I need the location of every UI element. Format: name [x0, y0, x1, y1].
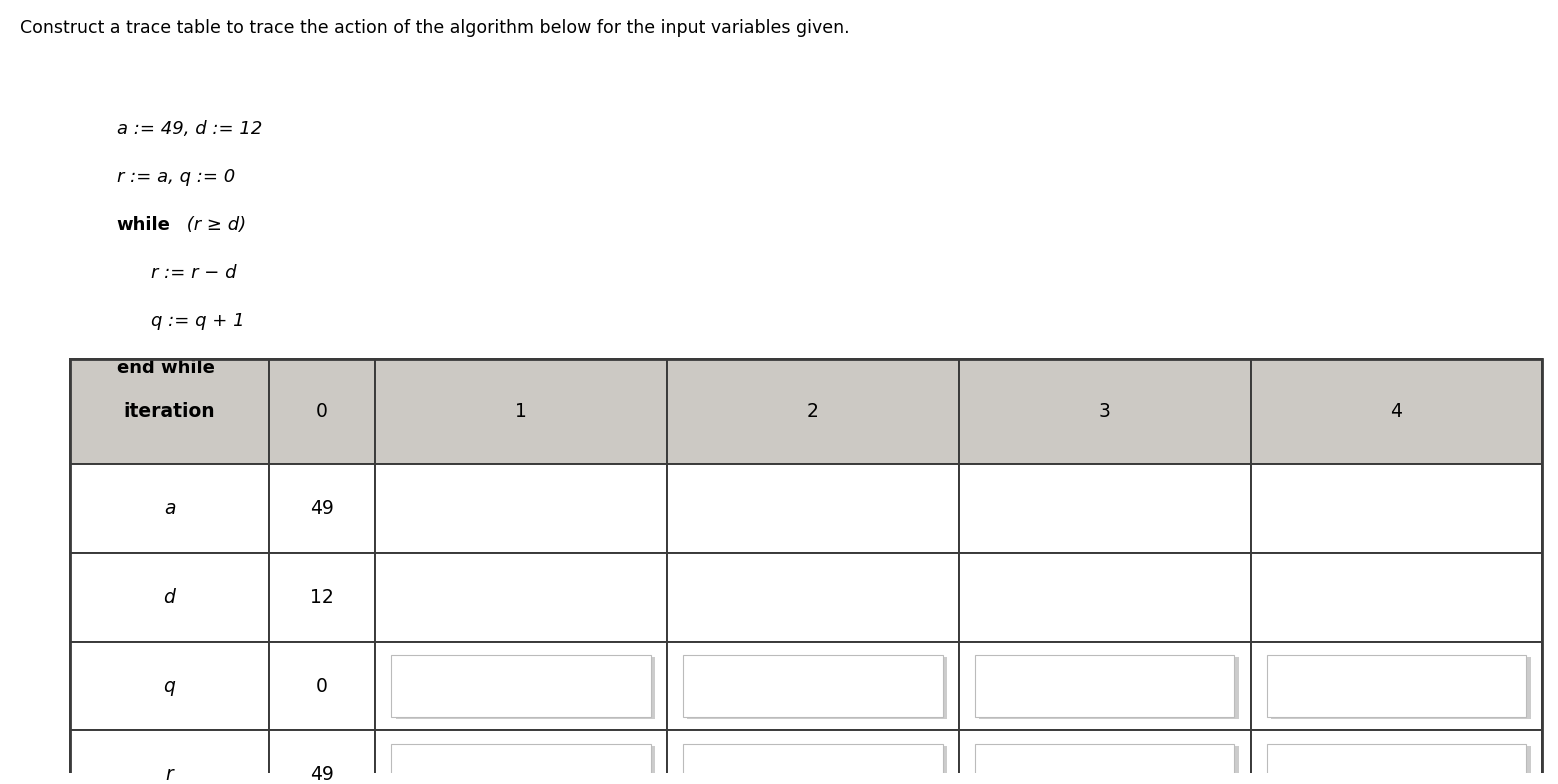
Bar	[1251, 359, 1542, 464]
Text: d: d	[164, 588, 176, 607]
Bar	[958, 359, 1251, 464]
Text: Construct a trace table to trace the action of the algorithm below for the input: Construct a trace table to trace the act…	[20, 20, 849, 38]
Bar	[70, 553, 270, 641]
Bar	[270, 731, 375, 784]
Bar	[375, 731, 667, 784]
Bar	[1271, 657, 1532, 720]
Bar	[70, 359, 1542, 784]
Text: q := q + 1: q := q + 1	[151, 311, 245, 329]
Text: iteration: iteration	[123, 402, 215, 421]
Text: a: a	[164, 499, 174, 517]
Bar	[687, 657, 947, 720]
Bar	[270, 359, 375, 464]
Bar	[667, 731, 958, 784]
Bar	[958, 641, 1251, 731]
Text: a := 49, d := 12: a := 49, d := 12	[117, 120, 262, 138]
Bar	[687, 746, 947, 784]
Bar	[667, 464, 958, 553]
Bar	[1251, 731, 1542, 784]
Text: 49: 49	[310, 765, 333, 784]
Bar	[667, 641, 958, 731]
Bar	[270, 553, 375, 641]
Bar	[667, 553, 958, 641]
Bar	[980, 746, 1239, 784]
Bar	[1271, 746, 1532, 784]
Bar	[375, 641, 667, 731]
Text: r: r	[165, 765, 173, 784]
Bar	[391, 655, 651, 717]
Text: 3: 3	[1098, 402, 1111, 421]
Bar	[391, 744, 651, 784]
Bar	[396, 657, 656, 720]
Text: r := r − d: r := r − d	[151, 263, 237, 281]
Bar	[375, 553, 667, 641]
Bar	[70, 359, 270, 464]
Text: r := a, q := 0: r := a, q := 0	[117, 168, 235, 186]
Bar	[1251, 641, 1542, 731]
Text: end while: end while	[117, 359, 215, 377]
Text: 1: 1	[514, 402, 527, 421]
Bar	[375, 359, 667, 464]
Bar	[682, 744, 943, 784]
Bar	[975, 744, 1234, 784]
Bar	[667, 359, 958, 464]
Bar	[70, 641, 270, 731]
Bar	[980, 657, 1239, 720]
Text: q: q	[164, 677, 176, 695]
Bar	[958, 464, 1251, 553]
Bar	[1267, 655, 1527, 717]
Text: (r ≥ d): (r ≥ d)	[181, 216, 246, 234]
Text: 2: 2	[807, 402, 818, 421]
Text: 12: 12	[310, 588, 333, 607]
Bar	[1267, 744, 1527, 784]
Bar	[375, 464, 667, 553]
Bar	[1251, 464, 1542, 553]
Bar	[396, 746, 656, 784]
Bar	[975, 655, 1234, 717]
Text: 0: 0	[316, 402, 327, 421]
Bar	[70, 731, 270, 784]
Bar	[682, 655, 943, 717]
Bar	[958, 553, 1251, 641]
Bar	[958, 731, 1251, 784]
Text: 4: 4	[1390, 402, 1402, 421]
Bar	[1251, 553, 1542, 641]
Text: while: while	[117, 216, 171, 234]
Text: 0: 0	[316, 677, 327, 695]
Bar	[270, 464, 375, 553]
Bar	[70, 464, 270, 553]
Bar	[270, 641, 375, 731]
Text: 49: 49	[310, 499, 333, 517]
